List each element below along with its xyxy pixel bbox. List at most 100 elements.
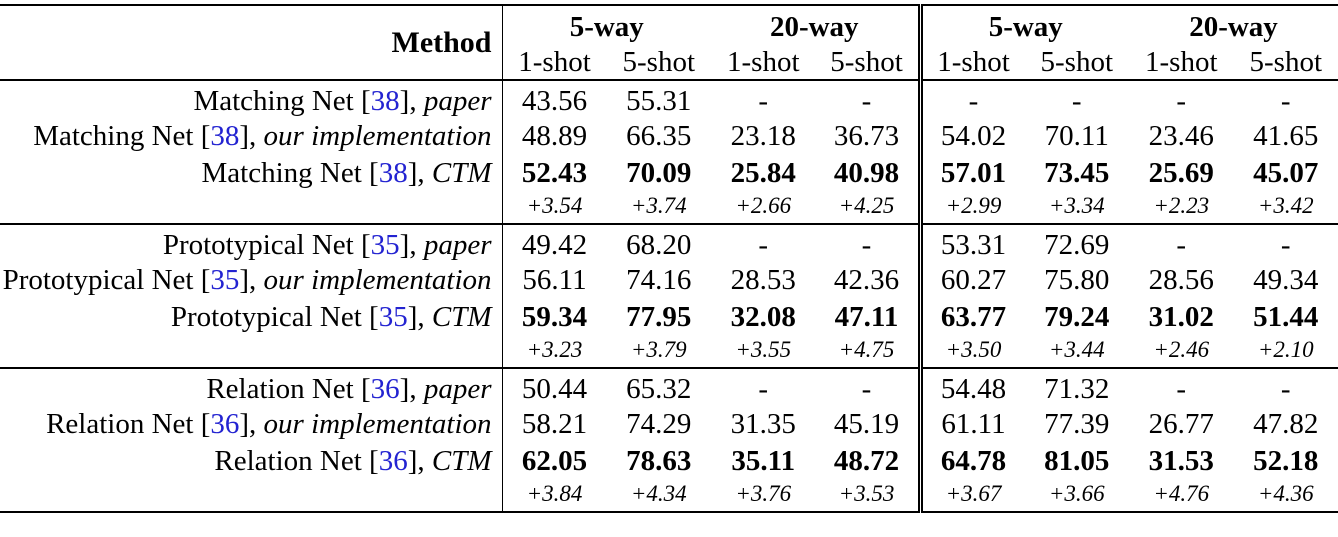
method-cell: Prototypical Net [35], CTM: [0, 299, 502, 336]
citation-open: [: [193, 264, 210, 296]
method-name: Relation Net: [206, 373, 353, 405]
citation-link[interactable]: 38: [210, 120, 239, 152]
method-name: Matching Net: [202, 157, 362, 189]
delta-cell: +2.23: [1129, 192, 1234, 224]
score-cell: 48.72: [816, 443, 921, 480]
citation-link[interactable]: 36: [210, 408, 239, 440]
score-cell: 31.53: [1129, 443, 1234, 480]
method-variant: paper: [424, 373, 492, 405]
score-cell: 53.31: [920, 224, 1025, 262]
score-cell: 45.19: [816, 406, 921, 443]
score-cell: -: [711, 224, 816, 262]
citation-open: [: [354, 85, 371, 117]
citation-close: ],: [408, 301, 432, 333]
method-name: Prototypical Net: [163, 229, 354, 261]
score-cell: 81.05: [1025, 443, 1130, 480]
method-variant: our implementation: [264, 264, 492, 296]
table-row: Relation Net [36], paper 50.44 65.32 - -…: [0, 368, 1338, 406]
delta-cell: +3.42: [1234, 192, 1338, 224]
score-cell: 47.11: [816, 299, 921, 336]
score-cell: 43.56: [502, 80, 607, 118]
citation-open: [: [193, 408, 210, 440]
score-cell: -: [1129, 80, 1234, 118]
score-cell: 25.84: [711, 155, 816, 192]
citation-open: [: [362, 445, 379, 477]
citation-close: ],: [408, 157, 432, 189]
method-cell: Matching Net [38], CTM: [0, 155, 502, 192]
score-cell: 70.11: [1025, 118, 1130, 155]
score-cell: 56.11: [502, 262, 607, 299]
col-group-20way-right: 20-way: [1129, 5, 1338, 45]
score-cell: 64.78: [920, 443, 1025, 480]
citation-close: ],: [239, 120, 263, 152]
citation-link[interactable]: 38: [371, 85, 400, 117]
citation-close: ],: [239, 264, 263, 296]
score-cell: 68.20: [607, 224, 712, 262]
score-cell: 23.18: [711, 118, 816, 155]
citation-close: ],: [400, 229, 424, 261]
score-cell: -: [711, 80, 816, 118]
citation-link[interactable]: 35: [210, 264, 239, 296]
score-cell: 52.43: [502, 155, 607, 192]
citation-link[interactable]: 36: [371, 373, 400, 405]
citation-close: ],: [239, 408, 263, 440]
delta-cell: +3.54: [502, 192, 607, 224]
score-cell: 54.48: [920, 368, 1025, 406]
score-cell: 47.82: [1234, 406, 1338, 443]
method-name: Matching Net: [33, 120, 193, 152]
table-row-delta: +3.54 +3.74 +2.66 +4.25 +2.99 +3.34 +2.2…: [0, 192, 1338, 224]
method-name: Matching Net: [193, 85, 353, 117]
score-cell: 50.44: [502, 368, 607, 406]
method-cell-empty: [0, 192, 502, 224]
col-header-shot: 1-shot: [502, 45, 607, 80]
score-cell: 59.34: [502, 299, 607, 336]
delta-cell: +2.46: [1129, 336, 1234, 368]
score-cell: -: [816, 224, 921, 262]
score-cell: 40.98: [816, 155, 921, 192]
score-cell: 54.02: [920, 118, 1025, 155]
delta-cell: +3.67: [920, 480, 1025, 512]
table-row-ctm: Relation Net [36], CTM 62.05 78.63 35.11…: [0, 443, 1338, 480]
citation-link[interactable]: 38: [379, 157, 408, 189]
delta-cell: +3.44: [1025, 336, 1130, 368]
table-row: Relation Net [36], our implementation 58…: [0, 406, 1338, 443]
score-cell: 61.11: [920, 406, 1025, 443]
delta-cell: +3.76: [711, 480, 816, 512]
score-cell: 73.45: [1025, 155, 1130, 192]
score-cell: 51.44: [1234, 299, 1338, 336]
citation-link[interactable]: 35: [379, 301, 408, 333]
score-cell: 71.32: [1025, 368, 1130, 406]
col-group-5way-left: 5-way: [502, 5, 711, 45]
citation-open: [: [354, 373, 371, 405]
score-cell: 60.27: [920, 262, 1025, 299]
method-cell-empty: [0, 480, 502, 512]
score-cell: 66.35: [607, 118, 712, 155]
delta-cell: +3.84: [502, 480, 607, 512]
score-cell: 74.16: [607, 262, 712, 299]
score-cell: 55.31: [607, 80, 712, 118]
table-row-delta: +3.23 +3.79 +3.55 +4.75 +3.50 +3.44 +2.4…: [0, 336, 1338, 368]
group-matching-net: Matching Net [38], paper 43.56 55.31 - -…: [0, 80, 1338, 224]
score-cell: -: [1234, 80, 1338, 118]
score-cell: 77.95: [607, 299, 712, 336]
group-relation-net: Relation Net [36], paper 50.44 65.32 - -…: [0, 368, 1338, 512]
citation-link[interactable]: 35: [371, 229, 400, 261]
table-row: Prototypical Net [35], paper 49.42 68.20…: [0, 224, 1338, 262]
method-cell: Matching Net [38], our implementation: [0, 118, 502, 155]
table-header: Method 5-way 20-way 5-way 20-way 1-shot …: [0, 5, 1338, 80]
delta-cell: +2.66: [711, 192, 816, 224]
citation-close: ],: [408, 445, 432, 477]
score-cell: 28.53: [711, 262, 816, 299]
score-cell: 23.46: [1129, 118, 1234, 155]
method-column-header: Method: [0, 5, 502, 80]
col-header-shot: 1-shot: [920, 45, 1025, 80]
delta-cell: +3.74: [607, 192, 712, 224]
score-cell: 32.08: [711, 299, 816, 336]
method-variant: CTM: [432, 157, 492, 189]
method-variant: CTM: [432, 301, 492, 333]
delta-cell: +2.99: [920, 192, 1025, 224]
score-cell: 74.29: [607, 406, 712, 443]
method-cell: Prototypical Net [35], paper: [0, 224, 502, 262]
header-row-way: Method 5-way 20-way 5-way 20-way: [0, 5, 1338, 45]
citation-link[interactable]: 36: [379, 445, 408, 477]
